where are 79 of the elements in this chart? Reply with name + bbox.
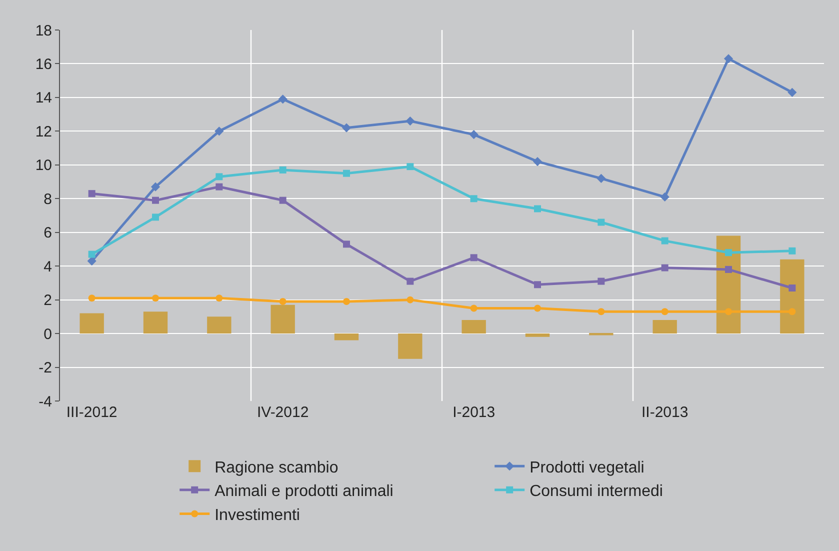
y-tick-label: 2: [44, 292, 52, 310]
point: [470, 304, 478, 312]
point: [661, 308, 668, 316]
x-tick-label: II-2013: [641, 404, 688, 421]
bar: [462, 320, 486, 334]
point: [406, 296, 414, 304]
point: [725, 249, 732, 256]
point: [598, 218, 605, 226]
point: [534, 281, 541, 288]
y-tick-label: 10: [35, 157, 52, 174]
point: [152, 196, 159, 204]
bar: [652, 320, 677, 334]
bar: [143, 312, 168, 334]
point: [598, 278, 605, 285]
point: [152, 214, 159, 221]
point: [214, 126, 224, 136]
point: [470, 195, 478, 202]
point: [532, 156, 542, 166]
point: [598, 308, 605, 316]
point: [534, 205, 541, 212]
point: [343, 298, 350, 305]
y-tick-label: 6: [44, 224, 52, 242]
point: [534, 304, 541, 312]
point: [216, 294, 223, 302]
y-tick-label: -4: [38, 393, 52, 410]
point: [343, 240, 350, 248]
point: [152, 294, 159, 302]
bar: [80, 313, 104, 334]
point: [725, 266, 732, 273]
y-tick-label: 18: [35, 22, 52, 40]
x-tick-label: IV-2012: [256, 404, 309, 421]
point: [406, 116, 415, 126]
y-tick-label: 12: [35, 123, 52, 140]
point: [661, 237, 668, 244]
y-tick-label: 0: [44, 326, 52, 343]
point: [279, 298, 286, 305]
bar: [207, 316, 232, 334]
bar: [398, 334, 422, 359]
legend-label: Ragione scambio: [214, 459, 338, 476]
point: [788, 308, 796, 316]
point: [88, 250, 96, 258]
point: [660, 192, 670, 202]
point: [470, 254, 478, 262]
y-tick-label: 16: [35, 56, 52, 73]
point: [279, 196, 286, 204]
y-tick-label: -2: [38, 360, 52, 377]
point: [216, 173, 223, 180]
point: [406, 163, 414, 170]
point: [342, 123, 352, 132]
y-tick-label: 14: [35, 90, 52, 107]
point: [661, 264, 668, 272]
point: [788, 88, 797, 97]
point: [725, 308, 732, 316]
legend-label: Animali e prodotti animali: [214, 483, 394, 500]
point: [88, 294, 96, 302]
point: [724, 54, 734, 64]
legend-label: Prodotti vegetali: [530, 459, 644, 476]
point: [596, 174, 606, 183]
bar: [270, 304, 295, 334]
legend-label: Investimenti: [214, 506, 300, 524]
point: [150, 182, 160, 192]
point: [279, 166, 286, 174]
point: [406, 278, 414, 285]
legend-label: Consumi intermedi: [530, 483, 663, 500]
point: [788, 247, 796, 254]
point: [278, 94, 288, 104]
y-tick-label: 8: [44, 190, 52, 208]
x-tick-label: III-2012: [66, 404, 118, 421]
bar: [525, 334, 550, 337]
bar: [780, 259, 804, 334]
x-tick-label: I-2013: [452, 404, 496, 421]
y-tick-label: 4: [44, 258, 52, 276]
point: [87, 256, 96, 266]
point: [88, 190, 96, 198]
point: [469, 130, 478, 140]
bar: [334, 334, 359, 340]
point: [343, 170, 350, 177]
point: [216, 183, 223, 190]
point: [788, 284, 796, 292]
